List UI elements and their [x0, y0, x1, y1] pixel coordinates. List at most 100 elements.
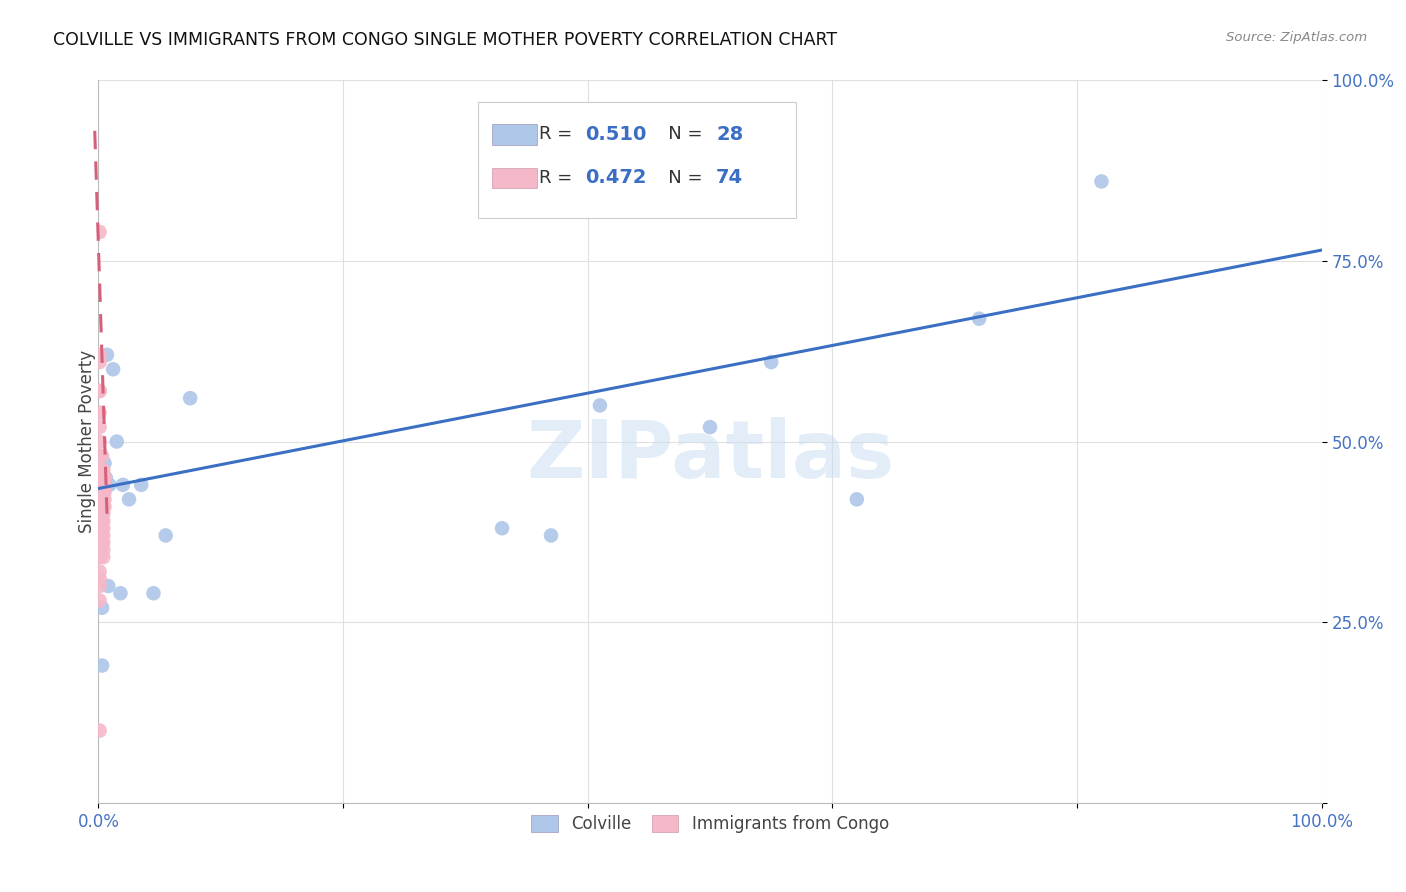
Point [89, 579, 111, 593]
Point [89, 500, 111, 514]
Point [179, 391, 201, 405]
Point [1090, 174, 1112, 188]
Point [89, 406, 111, 420]
Point [89, 723, 111, 738]
Point [91, 535, 114, 549]
Point [94, 470, 117, 484]
Text: R =: R = [538, 126, 578, 144]
Point [90, 470, 112, 484]
Point [91, 470, 114, 484]
Point [89, 507, 111, 521]
Point [91, 485, 114, 500]
Legend: Colville, Immigrants from Congo: Colville, Immigrants from Congo [523, 806, 897, 841]
Point [89, 225, 111, 239]
Point [91, 507, 114, 521]
Point [89, 470, 111, 484]
FancyBboxPatch shape [492, 168, 537, 188]
Point [91, 514, 114, 528]
Point [845, 492, 868, 507]
Point [93, 478, 115, 492]
Point [89, 542, 111, 557]
Text: 74: 74 [716, 169, 744, 187]
Text: R =: R = [538, 169, 578, 186]
Point [89, 449, 111, 463]
Point [91, 478, 114, 492]
Point [89, 434, 111, 449]
Point [101, 362, 124, 376]
Point [90, 463, 112, 477]
Point [89, 572, 111, 586]
Point [91, 485, 114, 500]
Point [129, 478, 152, 492]
Point [90, 485, 112, 500]
Point [89, 485, 111, 500]
Point [93, 470, 115, 484]
Point [90, 521, 112, 535]
Point [91, 463, 114, 477]
Point [90, 514, 112, 528]
Point [90, 535, 112, 549]
Point [93, 485, 115, 500]
Text: 0.472: 0.472 [585, 169, 647, 187]
Point [91, 485, 114, 500]
Point [97, 579, 120, 593]
Point [91, 521, 114, 535]
Point [91, 658, 114, 673]
Text: Source: ZipAtlas.com: Source: ZipAtlas.com [1226, 31, 1367, 45]
Point [89, 500, 111, 514]
Point [91, 463, 114, 477]
Y-axis label: Single Mother Poverty: Single Mother Poverty [79, 350, 96, 533]
Point [89, 463, 111, 477]
Text: N =: N = [651, 169, 709, 186]
Point [96, 348, 118, 362]
Point [90, 485, 112, 500]
Point [91, 500, 114, 514]
Point [91, 550, 114, 565]
Point [91, 500, 114, 514]
Point [90, 542, 112, 557]
Point [91, 514, 114, 528]
Point [90, 507, 112, 521]
Point [105, 434, 128, 449]
Point [90, 528, 112, 542]
FancyBboxPatch shape [492, 124, 537, 145]
Point [91, 528, 114, 542]
Point [111, 478, 134, 492]
Point [89, 470, 111, 484]
Point [89, 384, 111, 398]
Point [93, 500, 115, 514]
Point [91, 507, 114, 521]
Point [967, 311, 990, 326]
Point [93, 478, 115, 492]
Point [142, 586, 165, 600]
Point [699, 420, 721, 434]
Point [98, 478, 121, 492]
Text: ZIPatlas: ZIPatlas [526, 417, 894, 495]
Point [90, 478, 112, 492]
Point [93, 456, 115, 470]
Point [89, 478, 111, 492]
Point [93, 478, 115, 492]
Point [90, 500, 112, 514]
Point [91, 492, 114, 507]
Point [89, 565, 111, 579]
Text: N =: N = [651, 126, 709, 144]
Point [93, 492, 115, 507]
Point [589, 398, 612, 412]
Point [89, 535, 111, 549]
Point [155, 528, 177, 542]
Point [89, 550, 111, 565]
Point [89, 514, 111, 528]
Text: COLVILLE VS IMMIGRANTS FROM CONGO SINGLE MOTHER POVERTY CORRELATION CHART: COLVILLE VS IMMIGRANTS FROM CONGO SINGLE… [53, 31, 838, 49]
Point [90, 449, 112, 463]
Point [89, 348, 111, 362]
Point [91, 449, 114, 463]
Point [89, 593, 111, 607]
Text: 28: 28 [716, 125, 744, 144]
Point [89, 492, 111, 507]
Point [91, 492, 114, 507]
Point [491, 521, 513, 535]
Point [89, 521, 111, 535]
Point [89, 485, 111, 500]
Point [89, 420, 111, 434]
